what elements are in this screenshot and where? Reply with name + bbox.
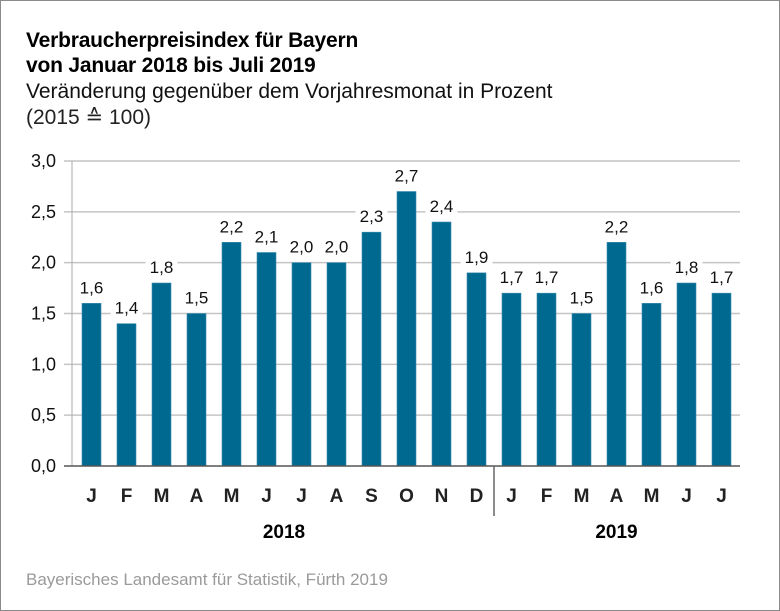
- value-label: 1,8: [675, 258, 699, 277]
- y-tick-label: 3,0: [31, 151, 56, 171]
- y-tick-label: 1,0: [31, 354, 56, 374]
- bar: [116, 323, 137, 467]
- value-label: 1,6: [80, 278, 104, 297]
- x-tick-label: O: [399, 486, 414, 507]
- bar: [711, 292, 732, 467]
- value-label: 2,4: [430, 197, 454, 216]
- bar: [536, 292, 557, 467]
- x-tick-label: J: [86, 486, 97, 507]
- value-label-bg: [250, 227, 283, 247]
- value-label: 1,5: [185, 289, 209, 308]
- value-label-bg: [565, 288, 598, 308]
- value-label-bg: [215, 217, 248, 237]
- value-label-bg: [390, 166, 423, 186]
- value-label-bg: [460, 247, 493, 267]
- bar: [466, 272, 487, 467]
- x-tick-label: M: [154, 486, 170, 507]
- bar: [431, 221, 452, 467]
- value-label-bg: [320, 237, 353, 257]
- value-label: 2,0: [325, 238, 349, 257]
- value-label-bg: [495, 268, 528, 288]
- x-tick-label: S: [365, 486, 378, 507]
- y-tick-label: 2,5: [31, 202, 56, 222]
- x-tick-label: M: [644, 486, 660, 507]
- y-tick-label: 0,0: [31, 456, 56, 476]
- chart-title-line2: von Januar 2018 bis Juli 2019: [26, 54, 316, 77]
- x-tick-label: A: [610, 486, 624, 507]
- x-tick-label: F: [121, 486, 133, 507]
- value-label-bg: [180, 288, 213, 308]
- x-tick-label: J: [261, 486, 272, 507]
- value-label-bg: [600, 217, 633, 237]
- value-label: 2,2: [220, 217, 244, 236]
- bar: [396, 191, 417, 467]
- value-label: 1,8: [150, 258, 174, 277]
- x-tick-label: N: [435, 486, 449, 507]
- chart-title: Verbraucherpreisindex für Bayern: [26, 29, 359, 52]
- bar: [676, 282, 697, 467]
- value-label: 1,5: [570, 289, 594, 308]
- value-label-bg: [145, 258, 178, 277]
- source-note: Bayerisches Landesamt für Statistik, Für…: [26, 570, 388, 589]
- bar: [571, 313, 592, 467]
- value-label-bg: [530, 268, 563, 288]
- x-tick-label: F: [541, 486, 553, 507]
- x-tick-label: M: [224, 486, 240, 507]
- y-tick-label: 0,5: [31, 405, 56, 425]
- bar: [606, 242, 627, 467]
- bar: [361, 231, 382, 467]
- year-label: 2018: [263, 522, 305, 543]
- value-label: 2,0: [290, 238, 314, 257]
- value-label: 2,2: [605, 217, 629, 236]
- value-label-bg: [705, 268, 738, 288]
- x-tick-label: D: [470, 486, 484, 507]
- chart-subtitle: Veränderung gegenüber dem Vorjahresmonat…: [26, 80, 553, 103]
- value-label-bg: [635, 278, 668, 298]
- bar: [256, 252, 277, 467]
- value-label-bg: [75, 278, 108, 298]
- value-label: 1,4: [115, 299, 139, 318]
- x-tick-label: A: [330, 486, 344, 507]
- y-tick-label: 2,0: [31, 253, 56, 273]
- year-label: 2019: [595, 522, 637, 543]
- value-label: 1,7: [500, 268, 524, 287]
- bar: [81, 303, 102, 467]
- x-tick-label: J: [296, 486, 307, 507]
- bar: [221, 242, 242, 467]
- x-tick-label: J: [681, 486, 692, 507]
- x-tick-label: A: [190, 486, 204, 507]
- value-label: 1,7: [535, 268, 559, 287]
- bar: [641, 303, 662, 467]
- value-label: 1,7: [710, 268, 734, 287]
- value-label: 1,9: [465, 248, 489, 267]
- value-label: 2,1: [255, 228, 279, 247]
- value-label-bg: [425, 197, 458, 216]
- y-tick-label: 1,5: [31, 304, 56, 324]
- value-label-bg: [110, 298, 143, 318]
- bar: [326, 262, 347, 467]
- value-label: 2,7: [395, 167, 419, 186]
- bar: [186, 313, 207, 467]
- value-label: 1,6: [640, 278, 664, 297]
- value-label: 2,3: [360, 207, 384, 226]
- x-tick-label: J: [506, 486, 517, 507]
- bar: [501, 292, 522, 467]
- unit-note: (2015 ≙ 100): [26, 106, 152, 129]
- bar: [291, 262, 312, 467]
- value-label-bg: [285, 237, 318, 257]
- value-label-bg: [355, 207, 388, 227]
- x-tick-label: J: [716, 486, 727, 507]
- x-tick-label: M: [574, 486, 590, 507]
- value-label-bg: [670, 258, 703, 277]
- bar: [151, 282, 172, 467]
